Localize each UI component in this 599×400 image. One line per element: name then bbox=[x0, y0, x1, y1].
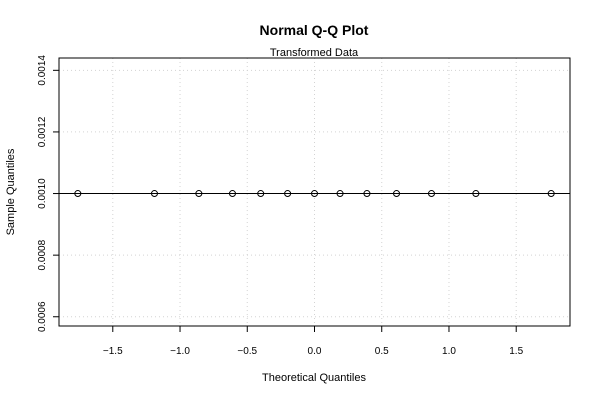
x-axis-label: Theoretical Quantiles bbox=[262, 372, 366, 384]
y-axis: 0.0006 0.0008 0.0010 0.0012 0.0014 bbox=[37, 55, 60, 332]
data-point bbox=[472, 190, 480, 198]
x-tick-label: 0.0 bbox=[308, 346, 322, 357]
chart-title: Normal Q-Q Plot bbox=[260, 22, 369, 38]
data-point bbox=[427, 190, 435, 198]
x-axis: −1.5 −1.0 −0.5 0.0 0.5 1.0 1.5 bbox=[103, 325, 524, 357]
y-axis-label: Sample Quantiles bbox=[5, 148, 17, 235]
x-tick-label: −0.5 bbox=[237, 346, 257, 357]
y-tick-label: 0.0014 bbox=[37, 55, 48, 86]
data-point bbox=[284, 190, 292, 198]
x-tick-label: −1.5 bbox=[103, 346, 123, 357]
y-tick-label: 0.0010 bbox=[37, 178, 48, 209]
data-point bbox=[257, 190, 265, 198]
data-point bbox=[228, 190, 236, 198]
data-point bbox=[363, 190, 371, 198]
data-point bbox=[311, 190, 318, 198]
data-point bbox=[393, 190, 401, 198]
data-point bbox=[547, 190, 555, 198]
x-tick-label: 1.0 bbox=[442, 346, 456, 357]
y-tick-label: 0.0012 bbox=[37, 116, 48, 147]
y-tick-label: 0.0006 bbox=[37, 301, 48, 332]
x-tick-label: 1.5 bbox=[509, 346, 523, 357]
grid-lines bbox=[59, 58, 570, 326]
x-tick-label: 0.5 bbox=[375, 346, 389, 357]
x-tick-label: −1.0 bbox=[170, 346, 190, 357]
data-point bbox=[74, 190, 82, 198]
data-point bbox=[336, 190, 344, 198]
y-tick-label: 0.0008 bbox=[37, 239, 48, 270]
chart-subtitle: Transformed Data bbox=[270, 47, 359, 59]
data-points bbox=[74, 190, 555, 198]
data-point bbox=[195, 190, 203, 198]
data-point bbox=[150, 190, 158, 198]
